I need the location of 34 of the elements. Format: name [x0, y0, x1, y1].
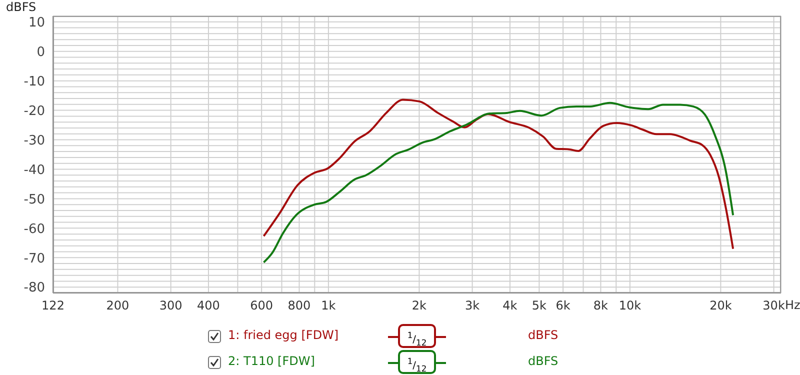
x-tick-label: 400 — [197, 298, 220, 313]
y-tick-label: -50 — [24, 192, 45, 208]
y-tick-label: -20 — [24, 104, 45, 119]
text: $^{1}$/$_{12}$ — [398, 350, 436, 374]
y-tick-label: -60 — [24, 222, 45, 237]
text: 1: fried egg [FDW] — [228, 328, 339, 342]
x-tick-label: 300 — [159, 298, 182, 313]
x-tick-label: 20k — [710, 298, 732, 313]
y-tick-label: -30 — [24, 133, 45, 148]
y-axis-title: dBFS — [6, 0, 36, 14]
x-tick-label: 4k — [502, 298, 518, 313]
x-tick-label: 6k — [556, 298, 570, 313]
y-tick-label: 10 — [28, 16, 45, 31]
x-tick-label: 10k — [618, 298, 642, 313]
text: dBFS — [528, 328, 558, 342]
x-tick-label: 3k — [465, 298, 480, 313]
x-tick-label: 200 — [106, 298, 130, 313]
y-tick-label: -10 — [24, 74, 45, 90]
x-tick-label: 2k — [412, 298, 427, 313]
x-tick-label: 5k — [532, 298, 547, 313]
text: 2: T110 [FDW] — [228, 354, 315, 368]
x-tick-label: 30k — [762, 298, 785, 313]
x-tick-label: 8k — [593, 298, 608, 313]
y-tick-label: -70 — [24, 251, 45, 266]
x-tick-label: 600 — [250, 298, 274, 313]
y-tick-label: 0 — [36, 44, 45, 60]
text: $^{1}$/$_{12}$ — [398, 324, 436, 348]
x-tick-label: 122 — [42, 298, 64, 313]
y-tick-label: -40 — [24, 162, 45, 178]
x-axis-title: Hz — [785, 298, 800, 312]
y-tick-label: -80 — [24, 280, 45, 296]
x-tick-label: 1k — [321, 298, 336, 313]
x-tick-label: 800 — [288, 298, 311, 313]
text: dBFS — [528, 354, 558, 368]
